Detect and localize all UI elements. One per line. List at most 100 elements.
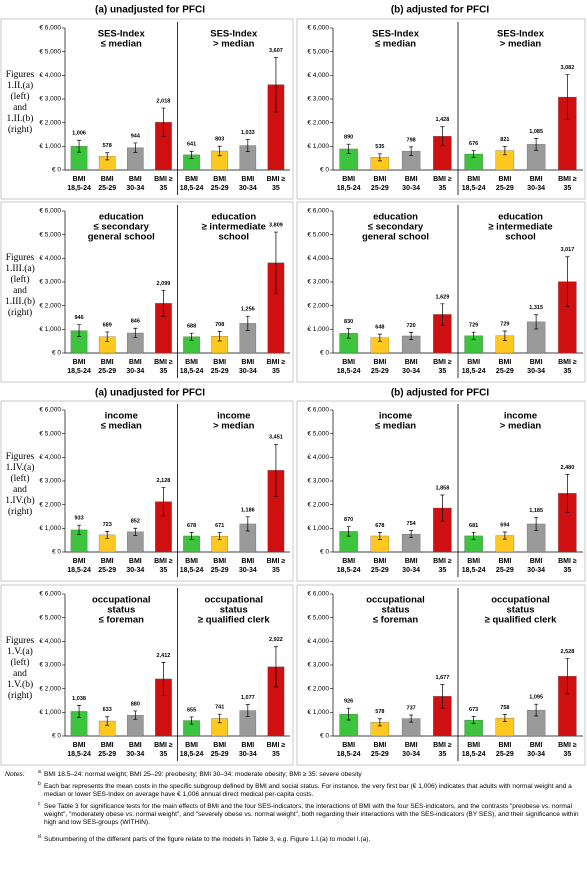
x-tick-label: 25-29: [371, 368, 389, 375]
x-tick-label: BMI ≥: [433, 558, 452, 565]
error-bar: [77, 524, 82, 536]
value-label: 3,017: [560, 247, 574, 253]
x-tick-label: 25-29: [211, 185, 229, 192]
value-label: 846: [131, 319, 140, 325]
panel-title: > median: [213, 39, 255, 50]
value-label: 678: [187, 523, 196, 529]
x-tick-label: 25-29: [371, 567, 389, 574]
x-tick-label: BMI: [185, 359, 198, 366]
chart-frame: [0, 18, 294, 200]
x-tick-label: BMI: [73, 359, 86, 366]
y-tick-label: € 1,000: [39, 326, 61, 333]
error-bar: [77, 324, 82, 337]
y-tick-label: € 3,000: [39, 96, 61, 103]
header: (b) adjusted for PFCI: [391, 5, 490, 16]
x-tick-label: 35: [272, 567, 280, 574]
y-tick-label: € 0: [320, 549, 329, 556]
panel-title: occupational: [204, 595, 263, 606]
x-tick-label: 25-29: [371, 751, 389, 758]
x-tick-label: 35: [272, 368, 280, 375]
x-tick-label: 18,5-24: [337, 185, 361, 192]
x-tick-label: 25-29: [98, 368, 116, 375]
value-label: 681: [469, 523, 478, 529]
x-tick-label: BMI: [73, 742, 86, 749]
x-tick-label: BMI: [73, 176, 86, 183]
error-bar: [534, 516, 539, 531]
panel-title: ≤ secondary: [368, 222, 424, 233]
x-tick-label: BMI: [213, 742, 226, 749]
value-label: 1,677: [435, 675, 449, 681]
error-bar: [377, 532, 382, 540]
panel-title: ≤ median: [375, 39, 416, 50]
x-tick-label: 35: [272, 751, 280, 758]
x-tick-label: BMI: [498, 176, 511, 183]
error-bar: [77, 705, 82, 718]
panel-title: ≤ secondary: [94, 222, 150, 233]
y-tick-label: € 1,000: [307, 326, 329, 333]
value-label: 821: [500, 137, 509, 143]
value-label: 2,528: [560, 649, 574, 655]
value-label: 3,809: [269, 223, 283, 229]
panel-title: > median: [500, 39, 542, 50]
panel-title: ≤ median: [101, 421, 142, 432]
value-label: 926: [344, 699, 353, 705]
x-tick-label: BMI: [373, 558, 386, 565]
chart-frame: [296, 400, 586, 582]
value-label: 676: [469, 141, 478, 147]
error-bar: [565, 658, 570, 695]
error-bar: [133, 327, 138, 339]
x-tick-label: 30-34: [527, 185, 545, 192]
x-tick-label: BMI: [530, 176, 543, 183]
error-bar: [409, 332, 414, 340]
x-tick-label: 18,5-24: [180, 751, 204, 758]
y-tick-label: € 1,000: [39, 709, 61, 716]
x-tick-label: BMI: [405, 176, 418, 183]
y-tick-label: € 6,000: [39, 208, 61, 215]
x-tick-label: 35: [563, 567, 571, 574]
x-tick-label: 30-34: [527, 567, 545, 574]
x-tick-label: 25-29: [496, 567, 514, 574]
x-tick-label: 18,5-24: [67, 185, 91, 192]
x-tick-label: 30-34: [239, 368, 257, 375]
x-tick-label: 25-29: [371, 185, 389, 192]
x-tick-label: 25-29: [496, 368, 514, 375]
panel-title: SES-Index: [210, 29, 258, 40]
panel-title: occupational: [366, 595, 425, 606]
error-bar: [245, 704, 250, 717]
panel-title: > median: [500, 421, 542, 432]
value-label: 737: [407, 705, 416, 711]
value-label: 723: [103, 522, 112, 528]
x-tick-label: 18,5-24: [67, 567, 91, 574]
value-label: 633: [103, 707, 112, 713]
error-bar: [471, 716, 476, 724]
y-tick-label: € 5,000: [39, 430, 61, 437]
value-label: 1,095: [529, 695, 543, 701]
error-bar: [409, 146, 414, 156]
value-label: 729: [469, 323, 478, 329]
value-label: 578: [103, 143, 112, 149]
error-bar: [161, 487, 166, 517]
value-label: 641: [187, 142, 196, 148]
x-tick-label: BMI: [129, 176, 142, 183]
panel-title: ≥ intermediate: [202, 222, 266, 233]
x-tick-label: BMI ≥: [433, 742, 452, 749]
error-bar: [161, 289, 166, 317]
x-tick-label: BMI ≥: [267, 558, 286, 565]
value-label: 673: [469, 707, 478, 713]
value-label: 3,607: [269, 48, 283, 54]
x-tick-label: 35: [563, 368, 571, 375]
error-bar: [534, 138, 539, 151]
value-label: 2,018: [157, 98, 171, 104]
value-label: 1,038: [72, 696, 86, 702]
x-tick-label: BMI ≥: [433, 176, 452, 183]
value-label: 933: [74, 516, 83, 522]
value-label: 708: [215, 322, 224, 328]
figure-label: (left): [11, 473, 30, 484]
error-bar: [217, 713, 222, 724]
x-tick-label: BMI ≥: [154, 359, 173, 366]
y-tick-label: € 0: [52, 167, 61, 174]
x-tick-label: 18,5-24: [462, 751, 486, 758]
value-label: 758: [500, 705, 509, 711]
y-tick-label: € 1,000: [307, 709, 329, 716]
